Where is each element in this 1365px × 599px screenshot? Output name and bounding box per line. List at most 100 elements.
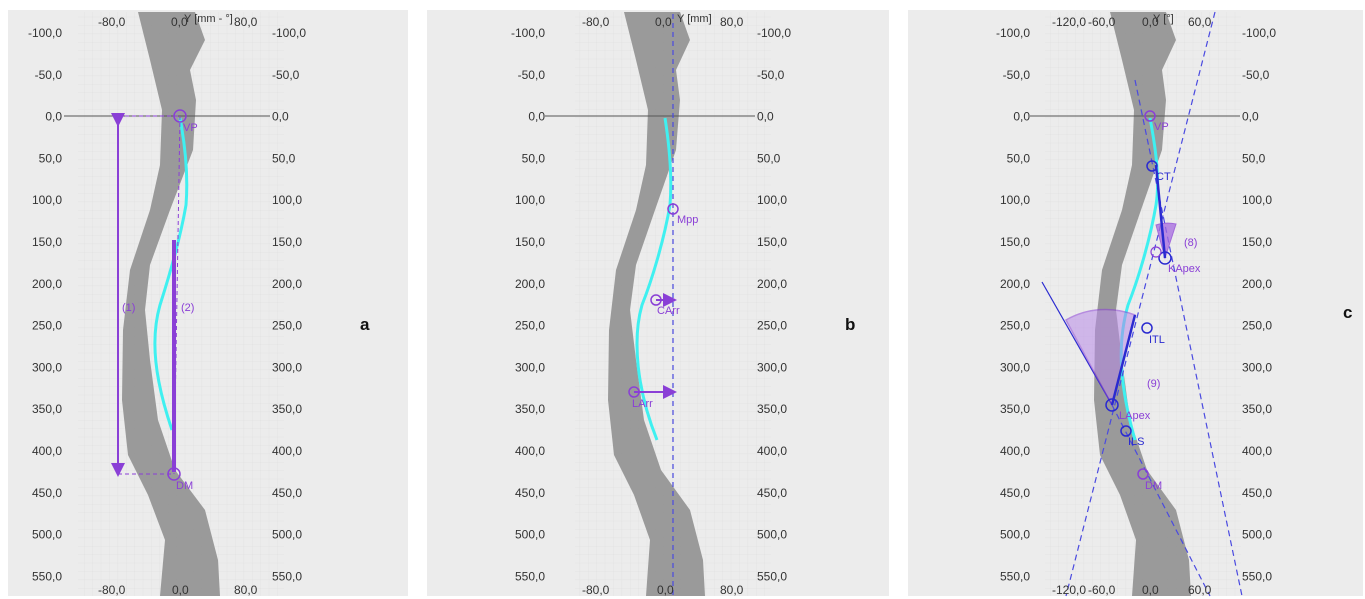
panel-c-lordosis-line — [1110, 314, 1137, 406]
panel-b-body-silhouette — [608, 12, 705, 596]
y-tick-label: 300,0 — [1242, 360, 1272, 374]
panel-a-y-ticks-left: -100,0 -50,0 0,0 50,0 100,0 150,0 200,0 250,0 30… — [28, 26, 62, 583]
panel-a-vp-marker — [173, 109, 187, 123]
y-tick-label: 200,0 — [1000, 277, 1030, 291]
panel-b-y-ticks-left: -100,0 -50,0 0,0 50,0 100,0 150,0 200,0 250,0 30… — [511, 26, 545, 583]
panel-c-y-ticks-left: -100,0 -50,0 0,0 50,0 100,0 150,0 200,0 250,0 30… — [996, 26, 1030, 583]
panel-c-label-itl: ITL — [1149, 334, 1165, 346]
y-tick-label: 200,0 — [757, 277, 787, 291]
y-tick-label: 300,0 — [1000, 360, 1030, 374]
y-tick-label: 50,0 — [272, 151, 296, 165]
y-tick-label: 100,0 — [272, 193, 302, 207]
panel-c-bottom-tick: -120,0 — [1052, 583, 1086, 597]
y-tick-label: 0,0 — [272, 110, 289, 124]
panel-a: VP DM (1) (2) Y [mm - °] -80,0 0,0 80,0 … — [8, 10, 408, 597]
y-tick-label: 400,0 — [515, 444, 545, 458]
panel-b-mpp-marker — [667, 203, 679, 215]
panel-c-top-tick: -60,0 — [1088, 15, 1116, 29]
panel-b-letter: b — [845, 315, 855, 334]
panel-b-axis-title: Y [mm] — [677, 13, 712, 25]
panel-b-y-ticks-right: -100,0 -50,0 0,0 50,0 100,0 150,0 200,0 250,0 30… — [757, 26, 791, 583]
y-tick-label: 350,0 — [272, 402, 302, 416]
y-tick-label: 150,0 — [32, 235, 62, 249]
panel-c-label-ils: ILS — [1128, 436, 1145, 448]
y-tick-label: -100,0 — [1242, 26, 1276, 40]
panel-c-label-lapex: LApex — [1119, 410, 1151, 422]
y-tick-label: 50,0 — [1242, 151, 1266, 165]
panel-a-axis-title: Y [mm - °] — [184, 13, 233, 25]
y-tick-label: 0,0 — [757, 110, 774, 124]
panel-a-bottom-tick: 80,0 — [234, 583, 258, 597]
y-tick-label: 250,0 — [32, 319, 62, 333]
panel-c-itl-marker — [1141, 322, 1153, 334]
y-tick-label: 300,0 — [272, 360, 302, 374]
panel-a-top-ticks: -80,0 0,0 80,0 — [98, 15, 258, 29]
panel-c-label-kapex: KApex — [1168, 263, 1201, 275]
panel-c-bottom-tick: 0,0 — [1142, 583, 1159, 597]
y-tick-label: 200,0 — [272, 277, 302, 291]
panel-c-bottom-tick: 60,0 — [1188, 583, 1212, 597]
y-tick-label: 50,0 — [757, 151, 781, 165]
y-tick-label: 450,0 — [1242, 486, 1272, 500]
panel-c-top-tick: -120,0 — [1052, 15, 1086, 29]
panel-c-dashed-line-2 — [1134, 79, 1243, 597]
panel-c-label-dm: DM — [1145, 480, 1162, 492]
y-tick-label: -50,0 — [757, 68, 785, 82]
y-tick-label: 0,0 — [45, 110, 62, 124]
panel-c-label-9: (9) — [1147, 378, 1160, 390]
y-tick-label: 200,0 — [515, 277, 545, 291]
panel-c-vp-marker — [1144, 110, 1156, 122]
y-tick-label: 300,0 — [32, 360, 62, 374]
y-tick-label: 350,0 — [1000, 402, 1030, 416]
y-tick-label: 250,0 — [757, 319, 787, 333]
y-tick-label: 0,0 — [1013, 110, 1030, 124]
panel-a-top-tick: 0,0 — [171, 15, 188, 29]
y-tick-label: 350,0 — [32, 402, 62, 416]
panel-b-top-tick: -80,0 — [582, 15, 610, 29]
panel-b-label-carr: CArr — [657, 305, 680, 317]
y-tick-label: 50,0 — [1007, 151, 1031, 165]
y-tick-label: -50,0 — [1242, 68, 1270, 82]
y-tick-label: 450,0 — [757, 486, 787, 500]
y-tick-label: 450,0 — [1000, 486, 1030, 500]
y-tick-label: 100,0 — [515, 193, 545, 207]
y-tick-label: 500,0 — [515, 528, 545, 542]
panel-c-kapex-marker-2 — [1150, 246, 1162, 258]
panel-a-bottom-ticks: -80,0 0,0 80,0 — [98, 583, 258, 597]
y-tick-label: 400,0 — [32, 444, 62, 458]
panel-c-body-silhouette — [1094, 12, 1191, 596]
panel-a-y-ticks-right: -100,0 -50,0 0,0 50,0 100,0 150,0 200,0 250,0 30… — [272, 26, 306, 583]
y-tick-label: -100,0 — [757, 26, 791, 40]
y-tick-label: 0,0 — [528, 110, 545, 124]
panel-a-label-dm: DM — [176, 480, 193, 492]
panel-c-bottom-tick: -60,0 — [1088, 583, 1116, 597]
panel-a-vertical-ref — [173, 115, 181, 475]
panel-b: Mpp CArr LArr Y [mm] -80,0 0,0 80,0 -80,… — [427, 10, 889, 597]
y-tick-label: 200,0 — [32, 277, 62, 291]
y-tick-label: 150,0 — [272, 235, 302, 249]
y-tick-label: 450,0 — [32, 486, 62, 500]
y-tick-label: 250,0 — [1000, 319, 1030, 333]
y-tick-label: 150,0 — [515, 235, 545, 249]
panel-c-top-ticks: -120,0 -60,0 0,0 60,0 — [1052, 15, 1212, 29]
panel-b-top-ticks: -80,0 0,0 80,0 — [582, 15, 744, 29]
panel-a-spine-line — [153, 117, 189, 431]
y-tick-label: 500,0 — [32, 528, 62, 542]
y-tick-label: 150,0 — [1242, 235, 1272, 249]
panel-c-top-tick: 0,0 — [1142, 15, 1159, 29]
panel-c-ils-marker — [1120, 425, 1132, 437]
y-tick-label: 400,0 — [272, 444, 302, 458]
y-tick-label: 50,0 — [522, 151, 546, 165]
panel-b-top-tick: 0,0 — [655, 15, 672, 29]
y-tick-label: 100,0 — [1242, 193, 1272, 207]
panel-a-measure-2 — [172, 240, 176, 472]
panel-b-bottom-tick: 80,0 — [720, 583, 744, 597]
y-tick-label: 550,0 — [757, 569, 787, 583]
panel-a-letter: a — [360, 315, 370, 334]
y-tick-label: 100,0 — [1000, 193, 1030, 207]
panel-a-body-silhouette — [122, 12, 220, 596]
panel-b-spine-line — [635, 117, 673, 441]
y-tick-label: 350,0 — [515, 402, 545, 416]
y-tick-label: 450,0 — [515, 486, 545, 500]
